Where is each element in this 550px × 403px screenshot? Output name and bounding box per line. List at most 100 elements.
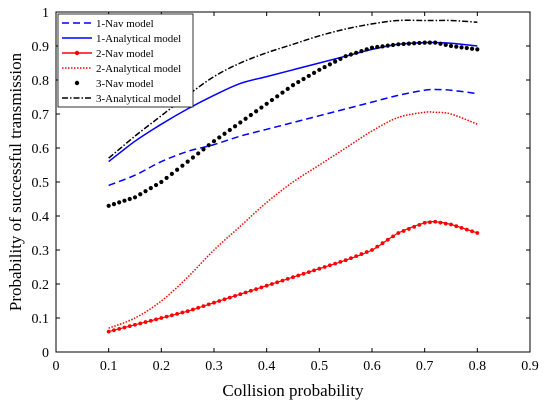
data-point xyxy=(133,322,137,327)
data-point xyxy=(443,42,448,47)
data-point xyxy=(454,44,459,49)
data-point xyxy=(148,318,153,323)
data-point xyxy=(164,314,169,319)
data-point xyxy=(380,44,385,49)
data-point xyxy=(185,309,190,314)
y-axis-title: Probability of successful transmission xyxy=(6,52,25,311)
legend: 1-Nav model 1-Analytical model 2-Nav model… xyxy=(57,13,194,108)
data-point xyxy=(227,127,232,133)
data-point xyxy=(364,47,369,52)
data-point xyxy=(385,237,390,242)
data-point xyxy=(443,221,448,226)
data-point xyxy=(196,305,201,310)
data-point xyxy=(385,43,390,48)
data-point xyxy=(243,116,248,121)
data-point xyxy=(190,155,196,160)
data-point xyxy=(317,67,322,72)
data-point xyxy=(459,45,464,50)
data-point xyxy=(154,317,158,322)
data-point xyxy=(422,40,427,45)
data-point xyxy=(370,248,374,252)
data-point xyxy=(285,277,290,281)
data-point xyxy=(112,328,116,333)
data-point xyxy=(259,105,264,110)
data-point xyxy=(212,300,216,305)
data-point xyxy=(217,299,222,303)
data-point xyxy=(111,202,117,207)
data-point xyxy=(412,224,417,229)
data-point xyxy=(122,325,127,330)
data-point xyxy=(169,171,174,176)
data-point xyxy=(122,198,127,203)
data-point xyxy=(138,321,143,326)
x-tick-label: 0 xyxy=(53,359,60,374)
data-point xyxy=(406,227,411,231)
y-tick-label: 0.9 xyxy=(32,40,50,55)
data-point xyxy=(396,42,401,47)
data-point xyxy=(359,252,364,256)
data-point xyxy=(296,273,301,278)
data-point xyxy=(191,307,195,312)
series-2-analytical-model xyxy=(108,111,478,329)
data-point xyxy=(417,222,422,227)
data-point xyxy=(148,186,153,191)
data-point xyxy=(254,109,259,114)
data-point xyxy=(438,220,443,225)
series-line xyxy=(108,111,478,329)
y-tick-label: 0.7 xyxy=(32,108,50,123)
data-point xyxy=(280,278,285,283)
data-point xyxy=(306,270,311,274)
data-point xyxy=(428,220,432,225)
data-point xyxy=(180,163,185,168)
data-point xyxy=(238,120,243,125)
data-point xyxy=(248,112,253,118)
data-point xyxy=(127,196,132,202)
data-point xyxy=(254,287,259,291)
data-point xyxy=(132,195,138,200)
data-point xyxy=(459,226,464,230)
data-point xyxy=(222,131,227,136)
data-point xyxy=(233,294,237,298)
y-tick-label: 1 xyxy=(42,6,49,21)
data-point xyxy=(227,295,232,300)
data-point xyxy=(369,45,375,50)
data-point xyxy=(396,231,401,235)
data-point xyxy=(180,310,185,315)
data-point xyxy=(343,54,348,59)
series-3-nav-model xyxy=(106,40,480,208)
y-tick-label: 0.1 xyxy=(32,312,50,327)
data-point xyxy=(401,41,406,47)
x-tick-label: 0.7 xyxy=(416,359,434,374)
data-point xyxy=(153,182,159,188)
data-point xyxy=(275,94,280,99)
data-point xyxy=(438,41,443,46)
data-point xyxy=(159,179,164,185)
data-point xyxy=(333,59,338,64)
x-tick-label: 0.1 xyxy=(100,359,118,374)
data-point xyxy=(433,219,438,224)
data-point xyxy=(349,256,353,261)
data-point xyxy=(185,159,190,164)
data-point xyxy=(106,329,111,334)
data-point xyxy=(285,86,290,91)
data-point xyxy=(243,290,248,295)
data-point xyxy=(343,258,348,263)
data-point xyxy=(175,312,180,316)
data-point xyxy=(117,326,122,331)
data-point xyxy=(280,90,285,95)
data-point xyxy=(354,254,359,259)
data-point xyxy=(375,244,380,249)
y-tick-label: 0.6 xyxy=(32,142,50,157)
data-point xyxy=(464,45,469,51)
y-tick-label: 0 xyxy=(42,346,49,361)
data-point xyxy=(201,147,206,152)
legend-item-3-analytical-model: 3-Analytical model xyxy=(62,93,181,105)
data-point xyxy=(327,263,332,268)
data-point xyxy=(159,316,164,320)
data-point xyxy=(270,282,274,286)
data-point xyxy=(322,64,327,70)
data-point xyxy=(375,44,380,50)
data-point xyxy=(464,227,469,232)
data-point xyxy=(354,50,359,55)
